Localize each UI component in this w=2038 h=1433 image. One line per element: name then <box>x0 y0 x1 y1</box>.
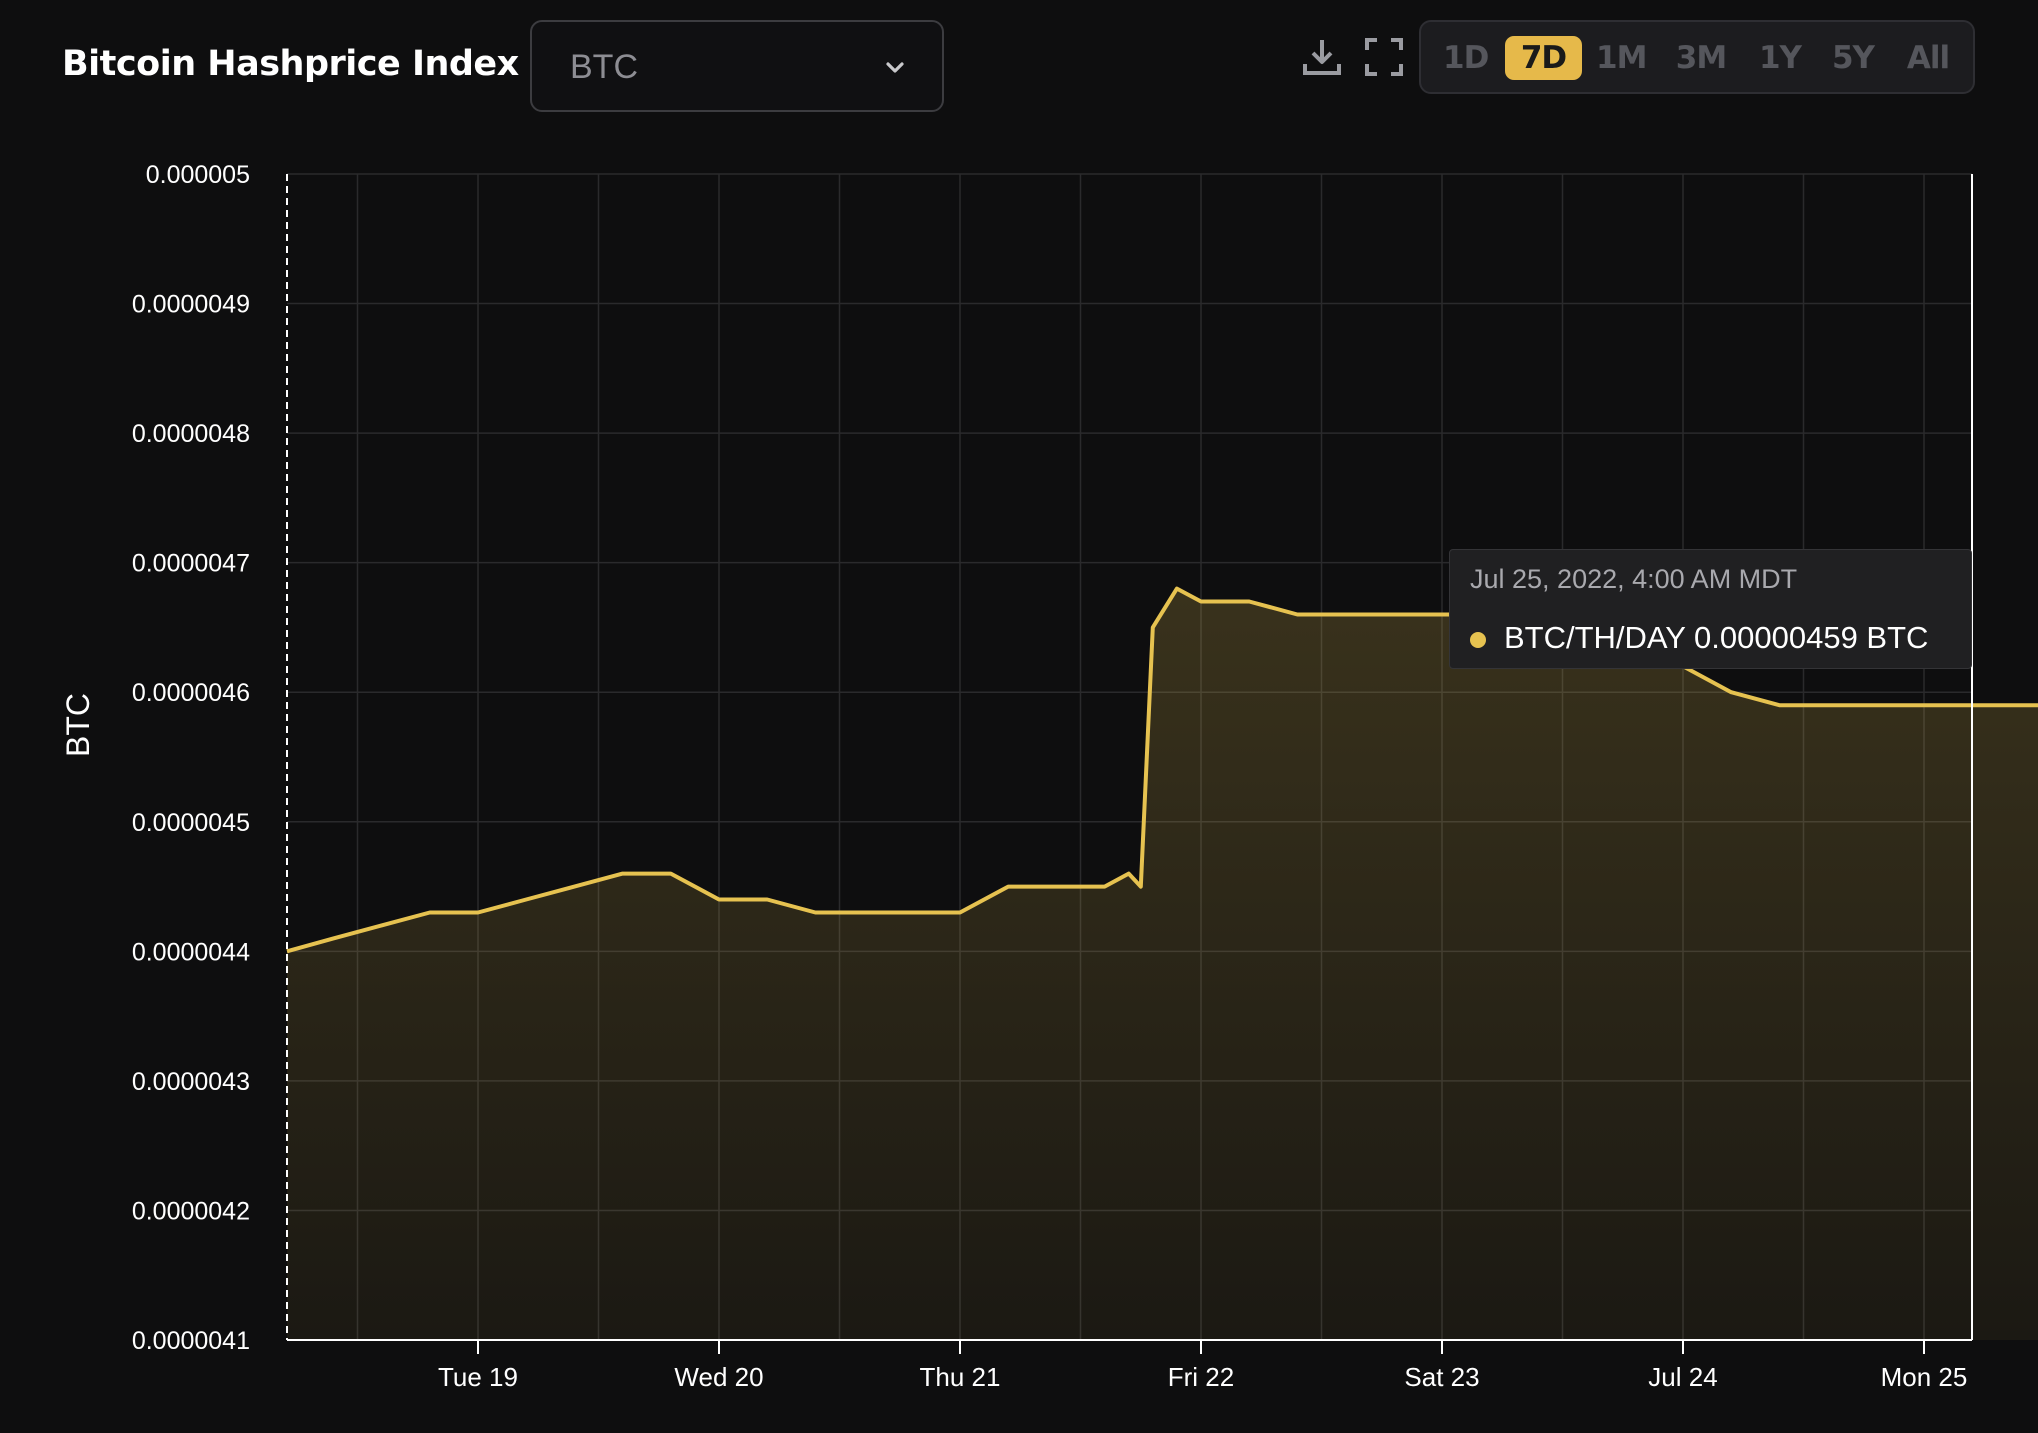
x-tick-label: Jul 24 <box>1648 1362 1717 1392</box>
x-tick-label: Thu 21 <box>920 1362 1001 1392</box>
y-tick-label: 0.0000049 <box>132 291 250 319</box>
x-tick-label: Mon 25 <box>1881 1362 1968 1392</box>
y-tick-label: 0.0000045 <box>132 809 250 837</box>
range-button-7d[interactable]: 7D <box>1505 36 1582 80</box>
range-button-all[interactable]: All <box>1906 40 1950 76</box>
range-button-1m[interactable]: 1M <box>1596 40 1647 76</box>
y-tick-label: 0.0000046 <box>132 679 250 707</box>
fullscreen-icon[interactable] <box>1364 36 1404 78</box>
series-area <box>287 588 2038 1340</box>
time-range-selector: 1D 7D 1M 3M 1Y 5Y All <box>1419 20 1975 94</box>
y-tick-label: 0.0000048 <box>132 420 250 448</box>
tooltip-value: BTC/TH/DAY 0.00000459 BTC <box>1504 620 1929 655</box>
y-tick-label: 0.000005 <box>146 161 250 189</box>
range-button-1y[interactable]: 1Y <box>1758 40 1802 76</box>
range-button-1d[interactable]: 1D <box>1443 40 1489 76</box>
currency-select-value: BTC <box>570 48 638 86</box>
y-tick-label: 0.0000042 <box>132 1197 250 1225</box>
y-axis-label: BTC <box>60 693 96 757</box>
chart-title: Bitcoin Hashprice Index <box>62 44 519 84</box>
series-line <box>286 586 2038 954</box>
download-icon[interactable] <box>1302 36 1342 78</box>
x-tick-label: Wed 20 <box>674 1362 763 1392</box>
x-tick-label: Sat 23 <box>1404 1362 1479 1392</box>
chevron-down-icon <box>886 62 904 73</box>
y-tick-label: 0.0000041 <box>132 1327 250 1355</box>
tooltip-date: Jul 25, 2022, 4:00 AM MDT <box>1470 564 1798 594</box>
range-button-5y[interactable]: 5Y <box>1831 40 1875 76</box>
y-tick-label: 0.0000044 <box>132 938 250 966</box>
series-dot-icon <box>1470 632 1486 648</box>
x-tick-label: Fri 22 <box>1168 1362 1234 1392</box>
y-tick-label: 0.0000047 <box>132 550 250 578</box>
chart-tooltip: Jul 25, 2022, 4:00 AM MDT BTC/TH/DAY 0.0… <box>1449 549 1972 669</box>
currency-select[interactable]: BTC <box>530 20 944 112</box>
x-tick-label: Tue 19 <box>438 1362 518 1392</box>
y-tick-label: 0.0000043 <box>132 1068 250 1096</box>
range-button-3m[interactable]: 3M <box>1675 40 1727 76</box>
